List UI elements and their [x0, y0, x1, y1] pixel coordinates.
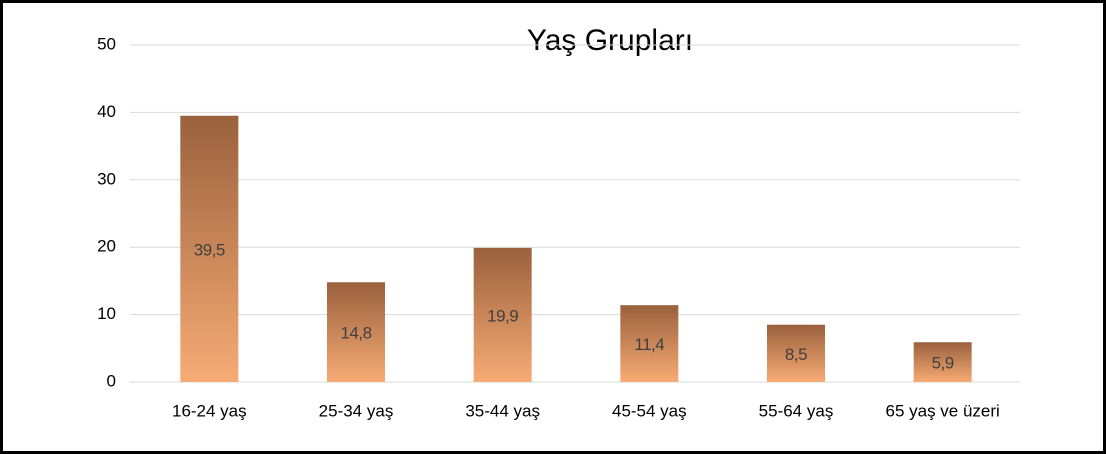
x-tick-label: 25-34 yaş: [319, 401, 394, 420]
bar: [620, 305, 679, 382]
x-tick-label: 45-54 yaş: [612, 401, 687, 420]
value-label: 39,5: [194, 240, 225, 259]
x-tick-label: 55-64 yaş: [759, 401, 834, 420]
y-tick-label: 50: [97, 34, 116, 53]
value-label: 8,5: [785, 345, 807, 364]
bar: [767, 324, 825, 382]
y-tick-label: 0: [107, 371, 116, 390]
bar: [473, 247, 532, 382]
y-tick-label: 40: [97, 102, 116, 121]
x-tick-label: 16-24 yaş: [172, 401, 247, 420]
y-tick-label: 10: [97, 304, 116, 323]
bar: [913, 342, 972, 382]
value-label: 14,8: [340, 324, 371, 343]
y-tick-label: 30: [97, 169, 116, 188]
value-label: 5,9: [932, 354, 954, 373]
value-label: 19,9: [487, 306, 518, 325]
chart-title: Yaş Grupları: [527, 24, 693, 57]
bar: [327, 282, 385, 382]
y-tick-label: 20: [97, 237, 116, 256]
x-tick-label: 35-44 yaş: [465, 401, 540, 420]
x-tick-label: 65 yaş ve üzeri: [885, 401, 999, 420]
bar: [180, 115, 239, 383]
value-label: 11,4: [634, 335, 664, 354]
